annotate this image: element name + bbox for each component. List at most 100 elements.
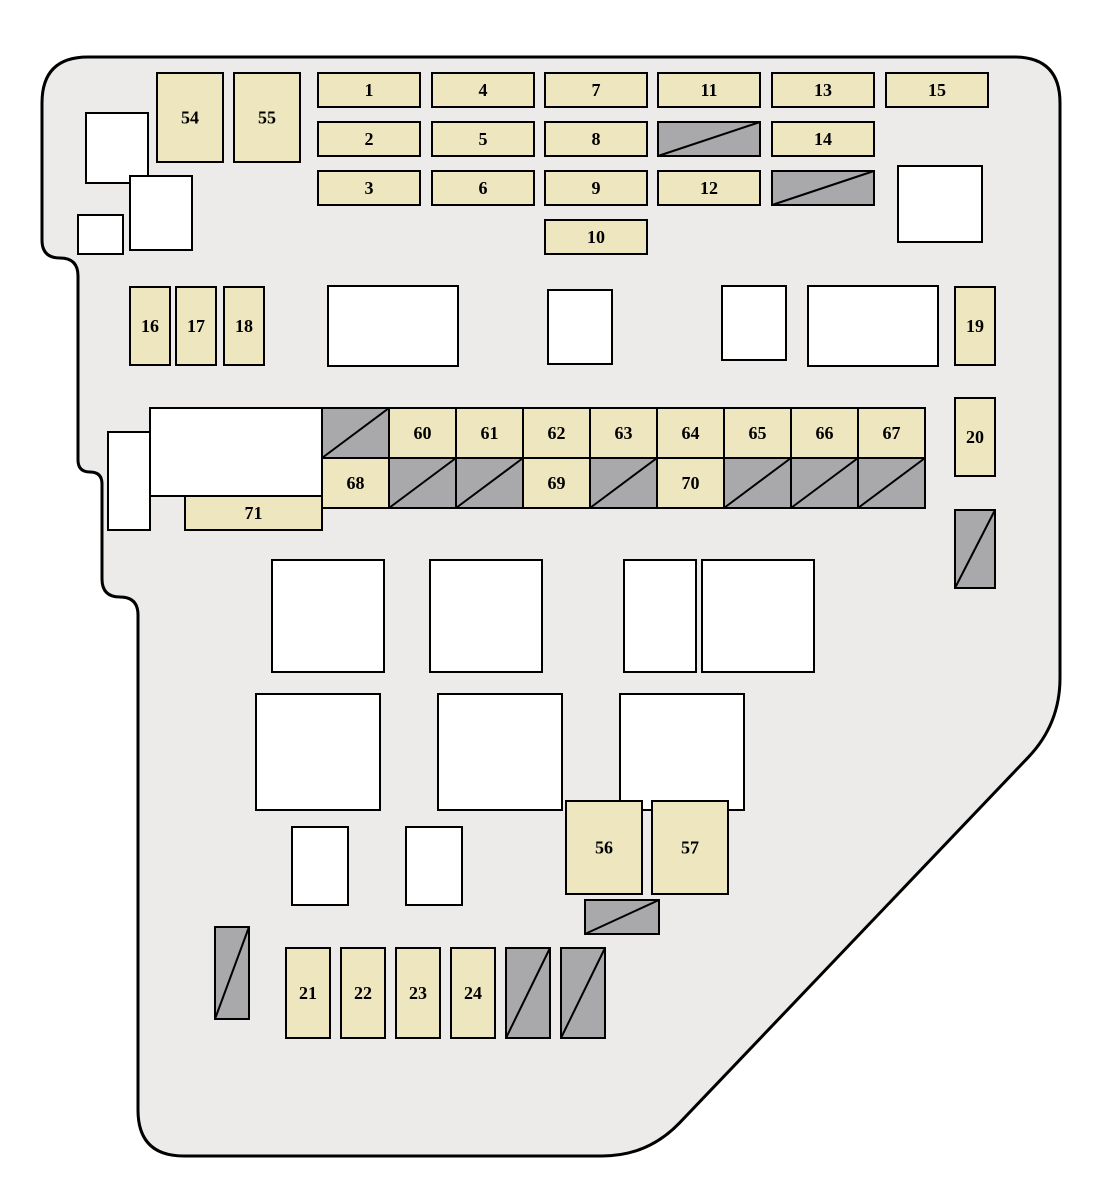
fuse-2-label: 2: [365, 129, 374, 149]
blank-slot: [724, 458, 791, 508]
empty-slot: [406, 827, 462, 905]
fuse-18: 18: [224, 287, 264, 365]
fuse-60: 60: [389, 408, 456, 458]
fuse-56-label: 56: [595, 838, 613, 858]
fuse-57: 57: [652, 801, 728, 894]
fuse-54: 54: [157, 73, 223, 162]
empty-slot: [624, 560, 696, 672]
fuse-1: 1: [318, 73, 420, 107]
fuse-11: 11: [658, 73, 760, 107]
fuse-71: 71: [185, 496, 322, 530]
blank-slot: [506, 948, 550, 1038]
fuse-18-label: 18: [235, 316, 253, 336]
fuse-16: 16: [130, 287, 170, 365]
fuse-61-label: 61: [481, 423, 499, 443]
fuse-24: 24: [451, 948, 495, 1038]
fuse-3-label: 3: [365, 178, 374, 198]
fuse-62: 62: [523, 408, 590, 458]
fuse-71-label: 71: [245, 503, 263, 523]
blank-slot: [585, 900, 659, 934]
fuse-3: 3: [318, 171, 420, 205]
empty-slot: [86, 113, 148, 183]
fuse-9: 9: [545, 171, 647, 205]
blank-slot: [215, 927, 249, 1019]
fuse-21-label: 21: [299, 983, 317, 1003]
fuse-2: 2: [318, 122, 420, 156]
empty-slot: [430, 560, 542, 672]
blank-slot: [561, 948, 605, 1038]
fuse-8-label: 8: [592, 129, 601, 149]
fuse-15-label: 15: [928, 80, 946, 100]
fuse-20: 20: [955, 398, 995, 476]
fuse-65-label: 65: [749, 423, 767, 443]
empty-slot: [130, 176, 192, 250]
fuse-70: 70: [657, 458, 724, 508]
blank-slot: [858, 458, 925, 508]
fuse-66-label: 66: [816, 423, 834, 443]
fuse-6: 6: [432, 171, 534, 205]
fuse-12-label: 12: [700, 178, 718, 198]
fuse-9-label: 9: [592, 178, 601, 198]
empty-slot: [808, 286, 938, 366]
fuse-4-label: 4: [479, 80, 488, 100]
fuse-68-label: 68: [347, 473, 365, 493]
empty-slot: [898, 166, 982, 242]
fuse-7: 7: [545, 73, 647, 107]
fuse-24-label: 24: [464, 983, 482, 1003]
fuse-63-label: 63: [615, 423, 633, 443]
empty-slot: [108, 432, 150, 530]
fuse-57-label: 57: [681, 838, 699, 858]
fuse-1-label: 1: [365, 80, 374, 100]
fuse-64: 64: [657, 408, 724, 458]
fuse-69-label: 69: [548, 473, 566, 493]
fuse-61: 61: [456, 408, 523, 458]
empty-slot: [292, 827, 348, 905]
fuse-23-label: 23: [409, 983, 427, 1003]
empty-slot: [438, 694, 562, 810]
fuse-63: 63: [590, 408, 657, 458]
fuse-22-label: 22: [354, 983, 372, 1003]
fuse-21: 21: [286, 948, 330, 1038]
fuse-17-label: 17: [187, 316, 205, 336]
fuse-23: 23: [396, 948, 440, 1038]
fuse-66: 66: [791, 408, 858, 458]
fuse-62-label: 62: [548, 423, 566, 443]
blank-slot: [389, 458, 456, 508]
blank-slot: [772, 171, 874, 205]
fuse-15: 15: [886, 73, 988, 107]
fuse-box-diagram: 5455147111315258143691210161718192060616…: [0, 0, 1103, 1202]
fuse-19: 19: [955, 287, 995, 365]
fuse-22: 22: [341, 948, 385, 1038]
fuse-10-label: 10: [587, 227, 605, 247]
fuse-17: 17: [176, 287, 216, 365]
fuse-56: 56: [566, 801, 642, 894]
fuse-11-label: 11: [700, 80, 717, 100]
fuse-5-label: 5: [479, 129, 488, 149]
fuse-5: 5: [432, 122, 534, 156]
fuse-65: 65: [724, 408, 791, 458]
blank-slot: [456, 458, 523, 508]
fuse-4: 4: [432, 73, 534, 107]
empty-slot: [150, 408, 322, 496]
fuse-68: 68: [322, 458, 389, 508]
fuse-7-label: 7: [592, 80, 601, 100]
fuse-70-label: 70: [682, 473, 700, 493]
fuse-64-label: 64: [682, 423, 700, 443]
fuse-60-label: 60: [414, 423, 432, 443]
fuse-69: 69: [523, 458, 590, 508]
fuse-54-label: 54: [181, 108, 199, 128]
fuse-19-label: 19: [966, 316, 984, 336]
blank-slot: [791, 458, 858, 508]
empty-slot: [272, 560, 384, 672]
fuse-20-label: 20: [966, 427, 984, 447]
fuse-14-label: 14: [814, 129, 832, 149]
blank-slot: [322, 408, 389, 458]
fuse-12: 12: [658, 171, 760, 205]
empty-slot: [256, 694, 380, 810]
blank-slot: [590, 458, 657, 508]
blank-slot: [955, 510, 995, 588]
empty-slot: [78, 215, 123, 254]
empty-slot: [722, 286, 786, 360]
empty-slot: [328, 286, 458, 366]
fuse-55: 55: [234, 73, 300, 162]
